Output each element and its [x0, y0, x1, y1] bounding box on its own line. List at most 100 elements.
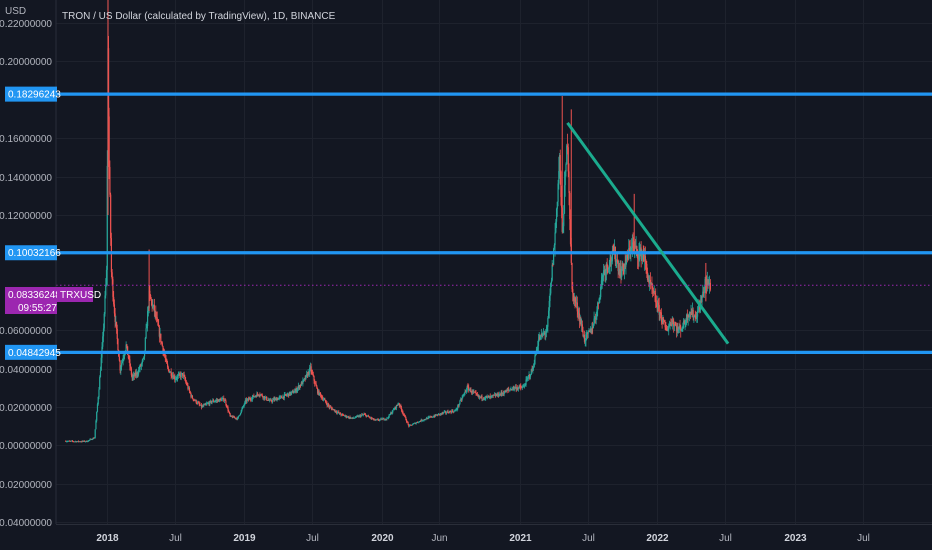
candle-body [581, 324, 583, 331]
candle-body [288, 392, 291, 396]
price-axis[interactable]: 0.22000000 0.20000000 0.16000000 0.14000000… [0, 0, 57, 529]
candle-body [635, 246, 637, 248]
candle-body [441, 412, 443, 414]
candle-body [324, 399, 326, 401]
candle-body [102, 328, 105, 337]
candle-body [65, 441, 67, 442]
candle-body [519, 386, 521, 387]
candle-body [241, 408, 243, 411]
candle-body [343, 415, 345, 416]
candle-body [682, 328, 684, 329]
candle-body [212, 400, 214, 402]
candle-body [605, 270, 607, 275]
horizontal-levels[interactable] [56, 92, 932, 354]
candle-body [233, 416, 235, 418]
candle-body [653, 292, 655, 294]
candle-body [292, 391, 294, 394]
candle-body [137, 369, 140, 375]
candle-body [429, 416, 431, 418]
candle-body [322, 397, 324, 400]
candle-body [575, 302, 578, 304]
candle-body [448, 412, 450, 414]
candle-body [283, 396, 285, 399]
y-tick-label: 0.16000000 [0, 134, 52, 145]
candle-body [188, 387, 190, 389]
candle-body [270, 399, 272, 402]
candle-body [158, 325, 160, 327]
candle-body [269, 399, 272, 401]
candle-body [225, 400, 227, 405]
candle-body [479, 396, 482, 398]
candle-body [104, 295, 106, 314]
candle-body [589, 330, 591, 332]
candle-body [245, 399, 247, 402]
candle-body [227, 407, 229, 411]
candle-body [675, 326, 678, 332]
candle-body [103, 313, 105, 329]
time-axis[interactable]: 2018 Jul 2019 Jul 2020 Jun 2021 Jul 2022 Jul 2023 J… [56, 524, 932, 550]
candle-body [606, 263, 608, 267]
candle-body [567, 147, 569, 172]
candle-body [515, 386, 517, 390]
candle-body [299, 385, 301, 389]
candle-body [230, 415, 232, 417]
candle-body [436, 414, 438, 416]
candle-body [376, 419, 378, 421]
candle-body [187, 384, 189, 389]
candle-body [693, 316, 695, 318]
candle-body [119, 360, 121, 371]
candle-body [697, 306, 699, 311]
candle-body [672, 320, 674, 322]
candle-body [89, 439, 91, 441]
candle-body [77, 440, 79, 442]
candle-body [421, 419, 423, 421]
candle-body [644, 256, 646, 263]
candle-body [514, 387, 516, 389]
candle-body [84, 441, 87, 443]
candle-body [173, 376, 175, 379]
trendline[interactable] [566, 121, 730, 345]
candle-body [479, 396, 481, 398]
candle-body [617, 262, 619, 272]
candle-body [300, 382, 302, 386]
candle-body [566, 145, 568, 165]
candle-body [303, 378, 306, 380]
candle-body [387, 417, 390, 419]
candle-body [561, 207, 563, 232]
candle-body [340, 414, 342, 416]
candle-body [553, 245, 555, 249]
candle-body [260, 394, 262, 396]
trendline-group[interactable] [566, 121, 730, 345]
candle-body [315, 383, 317, 387]
candle-body [81, 440, 83, 442]
candle-body [400, 405, 402, 408]
candle-body [511, 388, 513, 390]
candle-body [195, 399, 197, 403]
candle-body [383, 418, 385, 420]
candle-body [583, 335, 585, 337]
candle-body [133, 374, 135, 377]
candle-body [344, 415, 347, 417]
grid [56, 0, 932, 524]
candle-body [373, 418, 375, 420]
candle-body [625, 261, 627, 267]
candle-body [259, 395, 261, 396]
candle-body [485, 396, 488, 397]
candle-body [700, 300, 702, 302]
candle-body [254, 396, 256, 397]
candle-body [667, 328, 669, 331]
candle-body [333, 409, 335, 411]
candle-body [592, 327, 594, 329]
candle-body [395, 406, 397, 409]
candle-body [182, 374, 185, 376]
candle-body [568, 171, 570, 193]
candle-body [385, 419, 387, 420]
candle-body [449, 411, 451, 413]
candle-body [403, 414, 406, 416]
candle-body [624, 263, 626, 267]
candle-body [652, 290, 655, 294]
candle-body [361, 414, 363, 416]
y-tick-label: 0.02000000 [0, 403, 52, 414]
